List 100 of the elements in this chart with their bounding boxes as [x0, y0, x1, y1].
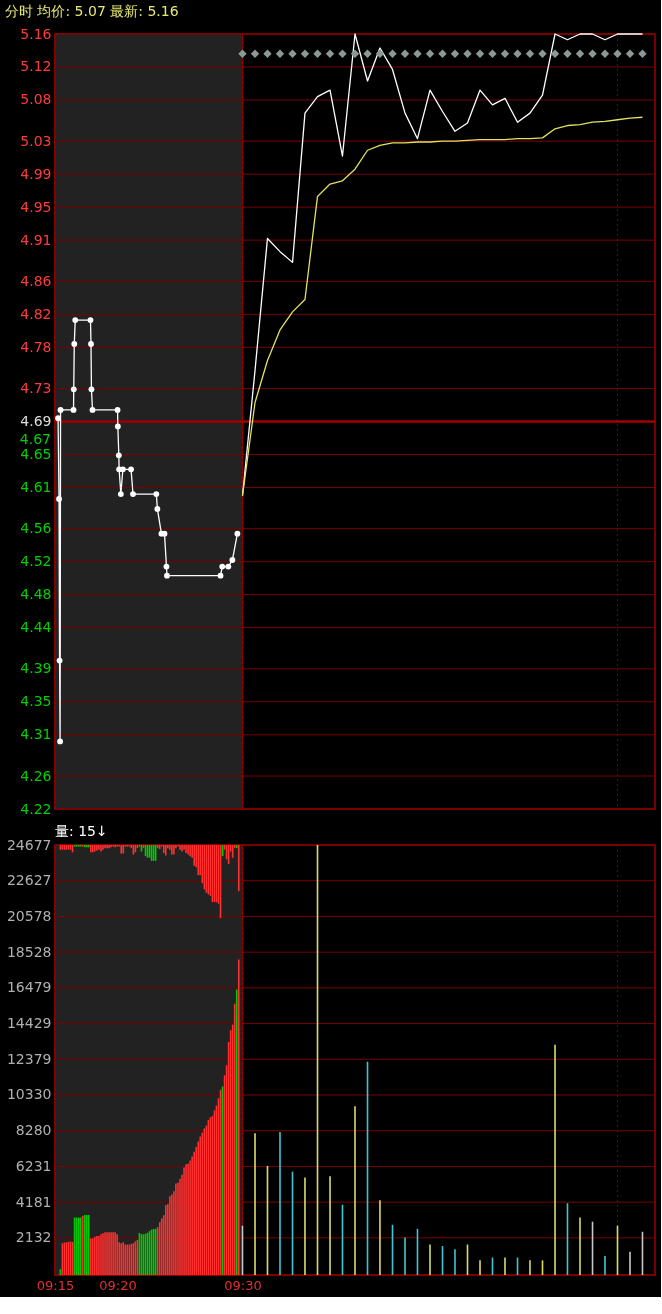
point [219, 563, 226, 570]
point [114, 407, 121, 413]
y-tick-label: 4.31 [20, 726, 52, 743]
y-tick-label: 4.95 [20, 198, 52, 215]
y-tick-label: 4.78 [20, 338, 52, 355]
x-tick-label: 09:20 [99, 1277, 137, 1293]
point [525, 49, 535, 58]
y-tick-label: 4.52 [20, 553, 52, 570]
y-tick-label: 4.39 [20, 660, 52, 677]
y-tick-label: 4.35 [20, 693, 52, 710]
y-tick-label: 4.22 [20, 800, 52, 817]
point [263, 49, 272, 58]
y-tick-label: 4.69 [20, 413, 52, 429]
y-tick-label: 4.99 [20, 165, 52, 182]
point [55, 415, 61, 422]
point [57, 407, 64, 413]
point [88, 386, 95, 393]
point [325, 49, 335, 58]
point [513, 49, 522, 58]
y-tick-label: 4.26 [20, 767, 52, 784]
point [600, 49, 610, 58]
point [130, 491, 136, 497]
y-tick-label: 8280 [15, 1122, 52, 1139]
point [128, 466, 134, 473]
point [400, 49, 410, 58]
y-tick-label: 5.16 [20, 25, 52, 42]
y-tick-label: 4.82 [20, 305, 52, 322]
point [229, 557, 236, 563]
point [425, 49, 435, 58]
point [115, 452, 122, 459]
point [164, 572, 170, 579]
point [563, 49, 572, 58]
point [163, 563, 170, 570]
point [438, 49, 447, 58]
text: 4.67 [19, 430, 51, 447]
text: 量: 15↓ [55, 823, 108, 839]
y-tick-label: 12379 [6, 1050, 52, 1067]
y-tick-label: 22627 [6, 872, 52, 889]
point [70, 407, 77, 413]
y-tick-label: 16479 [6, 979, 52, 996]
point [250, 49, 260, 58]
point [114, 423, 121, 430]
point [56, 657, 63, 664]
y-tick-label: 2132 [15, 1229, 52, 1246]
point [71, 341, 78, 347]
y-tick-label: 14429 [6, 1015, 52, 1032]
x-tick-label: 09:15 [36, 1277, 75, 1293]
y-tick-label: 6231 [15, 1157, 52, 1174]
point [234, 530, 241, 537]
point [87, 317, 94, 323]
point [88, 341, 94, 347]
y-tick-label: 4181 [15, 1193, 52, 1210]
point [313, 49, 322, 58]
y-tick-label: 4.73 [20, 380, 52, 397]
y-tick-label: 5.12 [20, 58, 52, 75]
point [154, 505, 161, 512]
point [57, 738, 64, 745]
point [217, 572, 224, 579]
point [550, 49, 560, 58]
y-tick-label: 18528 [6, 943, 52, 960]
point [500, 49, 510, 58]
point [388, 49, 397, 58]
point [575, 49, 585, 58]
y-tick-label: 4.86 [20, 272, 52, 289]
point [475, 49, 485, 58]
point [488, 49, 497, 58]
point [89, 407, 96, 413]
point [375, 49, 385, 58]
chart-title: 分时 均价: 5.07 最新: 5.16 [5, 3, 179, 19]
point [275, 49, 285, 58]
y-tick-label: 20578 [6, 907, 52, 924]
point [153, 491, 160, 497]
point [450, 49, 460, 58]
point [72, 317, 79, 323]
y-tick-label: 4.61 [20, 478, 52, 495]
y-tick-label: 5.08 [20, 91, 52, 108]
point [56, 496, 62, 502]
point [350, 49, 360, 58]
y-tick-label: 5.03 [20, 132, 52, 149]
y-tick-label: 4.65 [20, 445, 52, 462]
line-series [241, 116, 644, 497]
point [413, 49, 422, 58]
point [117, 491, 124, 497]
point [625, 49, 635, 58]
point [363, 49, 372, 58]
point [225, 563, 232, 570]
point [588, 49, 597, 58]
x-tick-label: 09:30 [224, 1277, 262, 1293]
point [238, 49, 247, 58]
y-tick-label: 4.48 [20, 586, 52, 603]
point [288, 49, 297, 58]
point [638, 49, 647, 58]
y-tick-label: 24677 [6, 836, 52, 853]
y-tick-label: 10330 [6, 1086, 52, 1103]
point [613, 49, 622, 58]
point [338, 49, 347, 58]
y-tick-label: 4.56 [20, 520, 52, 537]
point [70, 386, 77, 393]
y-tick-label: 4.44 [20, 619, 52, 636]
point [463, 49, 472, 58]
